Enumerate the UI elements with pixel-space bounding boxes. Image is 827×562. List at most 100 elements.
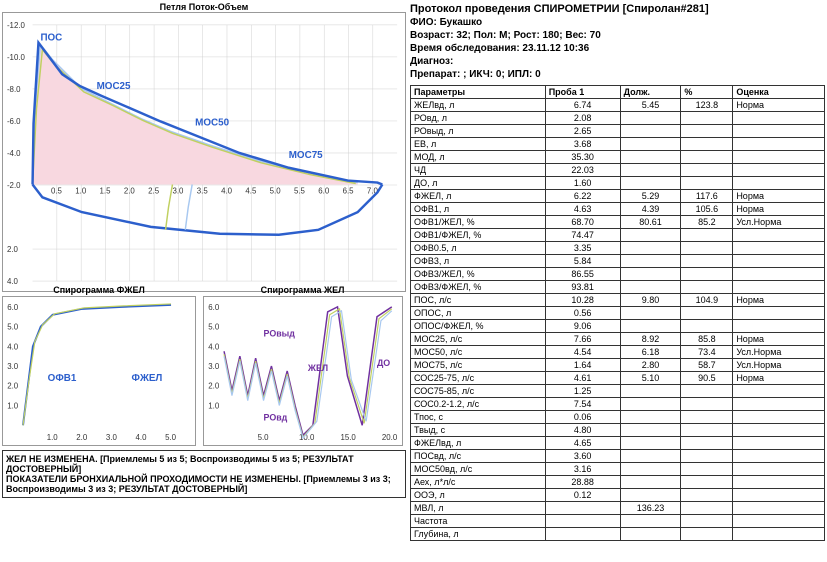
svg-text:0.5: 0.5 bbox=[51, 186, 63, 195]
table-row: ФЖЕЛ, л6.225.29117.6Норма bbox=[411, 190, 825, 203]
svg-text:6.0: 6.0 bbox=[318, 186, 330, 195]
table-row: ООЭ, л0.12 bbox=[411, 489, 825, 502]
table-row: ПОСвд, л/с3.60 bbox=[411, 450, 825, 463]
patient-fio: ФИО: Букашко bbox=[410, 16, 825, 29]
svg-text:3.0: 3.0 bbox=[172, 186, 184, 195]
table-row: ОФВ1/ЖЕЛ, %68.7080.6185.2Усл.Норма bbox=[411, 216, 825, 229]
diagnosis: Диагноз: bbox=[410, 55, 825, 68]
svg-text:-4.0: -4.0 bbox=[7, 149, 21, 158]
table-row: ОФВ3/ФЖЕЛ, %93.81 bbox=[411, 281, 825, 294]
table-row: МОС50вд, л/с3.16 bbox=[411, 463, 825, 476]
table-row: ОПОС, л0.56 bbox=[411, 307, 825, 320]
svg-text:3.5: 3.5 bbox=[197, 186, 209, 195]
svg-text:2.0: 2.0 bbox=[208, 382, 220, 391]
parameters-table: ПараметрыПроба 1Долж.%Оценка ЖЕЛвд, л6.7… bbox=[410, 85, 825, 541]
table-row: ОФВ1, л4.634.39105.6Норма bbox=[411, 203, 825, 216]
table-row: Аех, л*л/с28.88 bbox=[411, 476, 825, 489]
table-row: СОС0.2-1.2, л/с7.54 bbox=[411, 398, 825, 411]
svg-text:6.0: 6.0 bbox=[7, 303, 19, 312]
svg-text:ПОС: ПОС bbox=[40, 33, 62, 44]
table-row: Тпос, с0.06 bbox=[411, 411, 825, 424]
svg-text:МОС25: МОС25 bbox=[97, 81, 131, 92]
svg-text:МОС50: МОС50 bbox=[195, 117, 229, 128]
table-row: Твыд, с4.80 bbox=[411, 424, 825, 437]
svg-text:5.0: 5.0 bbox=[208, 323, 220, 332]
svg-text:6.0: 6.0 bbox=[208, 303, 220, 312]
report-header: Протокол проведения СПИРОМЕТРИИ [Спирола… bbox=[410, 2, 825, 81]
svg-text:ОФВ1: ОФВ1 bbox=[48, 373, 77, 384]
svg-text:-10.0: -10.0 bbox=[7, 53, 26, 62]
svg-text:-8.0: -8.0 bbox=[7, 85, 21, 94]
table-row: ФЖЕЛвд, л4.65 bbox=[411, 437, 825, 450]
svg-text:РОвд: РОвд bbox=[263, 412, 287, 422]
svg-text:6.5: 6.5 bbox=[343, 186, 355, 195]
svg-text:4.0: 4.0 bbox=[208, 342, 220, 351]
table-row: СОС25-75, л/с4.615.1090.5Норма bbox=[411, 372, 825, 385]
svg-text:РОвыд: РОвыд bbox=[263, 328, 295, 338]
svg-text:5.0: 5.0 bbox=[7, 323, 19, 332]
svg-text:2.0: 2.0 bbox=[124, 186, 136, 195]
table-header: Долж. bbox=[620, 86, 681, 99]
table-row: МОС25, л/с7.668.9285.8Норма bbox=[411, 333, 825, 346]
svg-text:4.5: 4.5 bbox=[245, 186, 257, 195]
fvc-chart: Спирограмма ФЖЕЛ 1.02.03.04.05.01.02.03.… bbox=[2, 296, 196, 446]
svg-text:1.0: 1.0 bbox=[47, 433, 59, 442]
svg-text:15.0: 15.0 bbox=[340, 433, 356, 442]
conclusion-line2: ПОКАЗАТЕЛИ БРОНХИАЛЬНОЙ ПРОХОДИМОСТИ НЕ … bbox=[6, 474, 402, 494]
svg-text:1.0: 1.0 bbox=[75, 186, 87, 195]
svg-text:-12.0: -12.0 bbox=[7, 21, 26, 30]
report-title: Протокол проведения СПИРОМЕТРИИ [Спирола… bbox=[410, 2, 825, 16]
svg-text:ФЖЕЛ: ФЖЕЛ bbox=[132, 373, 163, 384]
svg-text:2.0: 2.0 bbox=[7, 245, 19, 254]
table-row: ОПОС/ФЖЕЛ, %9.06 bbox=[411, 320, 825, 333]
table-row: ОФВ3, л5.84 bbox=[411, 255, 825, 268]
table-row: РОвыд, л2.65 bbox=[411, 125, 825, 138]
table-row: Глубина, л bbox=[411, 528, 825, 541]
svg-text:3.0: 3.0 bbox=[7, 362, 19, 371]
conclusion-line1: ЖЕЛ НЕ ИЗМЕНЕНА. [Приемлемы 5 из 5; Восп… bbox=[6, 454, 402, 474]
svg-text:4.0: 4.0 bbox=[136, 433, 148, 442]
svg-text:-6.0: -6.0 bbox=[7, 117, 21, 126]
table-row: МОС50, л/с4.546.1873.4Усл.Норма bbox=[411, 346, 825, 359]
flow-volume-title: Петля Поток-Объем bbox=[2, 2, 406, 12]
svg-text:1.5: 1.5 bbox=[100, 186, 112, 195]
svg-text:ДО: ДО bbox=[377, 358, 390, 368]
svg-text:5.0: 5.0 bbox=[257, 433, 269, 442]
table-header: Параметры bbox=[411, 86, 546, 99]
flow-volume-chart: 0.51.01.52.02.53.03.54.04.55.05.56.06.57… bbox=[2, 12, 406, 292]
table-row: Частота bbox=[411, 515, 825, 528]
table-row: МОД, л35.30 bbox=[411, 151, 825, 164]
table-row: ПОС, л/с10.289.80104.9Норма bbox=[411, 294, 825, 307]
svg-text:5.0: 5.0 bbox=[270, 186, 282, 195]
svg-text:2.0: 2.0 bbox=[7, 382, 19, 391]
table-header: % bbox=[681, 86, 733, 99]
svg-text:2.0: 2.0 bbox=[76, 433, 88, 442]
table-row: ЧД22.03 bbox=[411, 164, 825, 177]
svg-text:-2.0: -2.0 bbox=[7, 181, 21, 190]
svg-text:3.0: 3.0 bbox=[106, 433, 118, 442]
table-row: МВЛ, л136.23 bbox=[411, 502, 825, 515]
svg-text:20.0: 20.0 bbox=[381, 433, 397, 442]
exam-time: Время обследования: 23.11.12 10:36 bbox=[410, 42, 825, 55]
svg-text:2.5: 2.5 bbox=[148, 186, 160, 195]
table-row: ОФВ0.5, л3.35 bbox=[411, 242, 825, 255]
table-row: СОС75-85, л/с1.25 bbox=[411, 385, 825, 398]
table-row: МОС75, л/с1.642.8058.7Усл.Норма bbox=[411, 359, 825, 372]
vc-chart: Спирограмма ЖЕЛ 5.010.015.020.01.02.03.0… bbox=[203, 296, 403, 446]
svg-text:1.0: 1.0 bbox=[7, 401, 19, 410]
svg-text:5.5: 5.5 bbox=[294, 186, 306, 195]
right-panel: Протокол проведения СПИРОМЕТРИИ [Спирола… bbox=[408, 0, 827, 543]
left-panel: Петля Поток-Объем 0.5 1.0 1.5 2.0 2.5 3.0 3.5 4… bbox=[0, 0, 408, 543]
table-row: ЖЕЛвд, л6.745.45123.8Норма bbox=[411, 99, 825, 112]
svg-text:4.0: 4.0 bbox=[221, 186, 233, 195]
svg-text:МОС75: МОС75 bbox=[289, 150, 323, 161]
patient-age: Возраст: 32; Пол: М; Рост: 180; Вес: 70 bbox=[410, 29, 825, 42]
preparation: Препарат: ; ИКЧ: 0; ИПЛ: 0 bbox=[410, 68, 825, 81]
table-row: ДО, л1.60 bbox=[411, 177, 825, 190]
table-header: Оценка bbox=[733, 86, 825, 99]
table-row: ЕВ, л3.68 bbox=[411, 138, 825, 151]
table-row: ОФВ1/ФЖЕЛ, %74.47 bbox=[411, 229, 825, 242]
table-row: РОвд, л2.08 bbox=[411, 112, 825, 125]
table-row: ОФВ3/ЖЕЛ, %86.55 bbox=[411, 268, 825, 281]
svg-text:ЖЕЛ: ЖЕЛ bbox=[306, 363, 327, 373]
